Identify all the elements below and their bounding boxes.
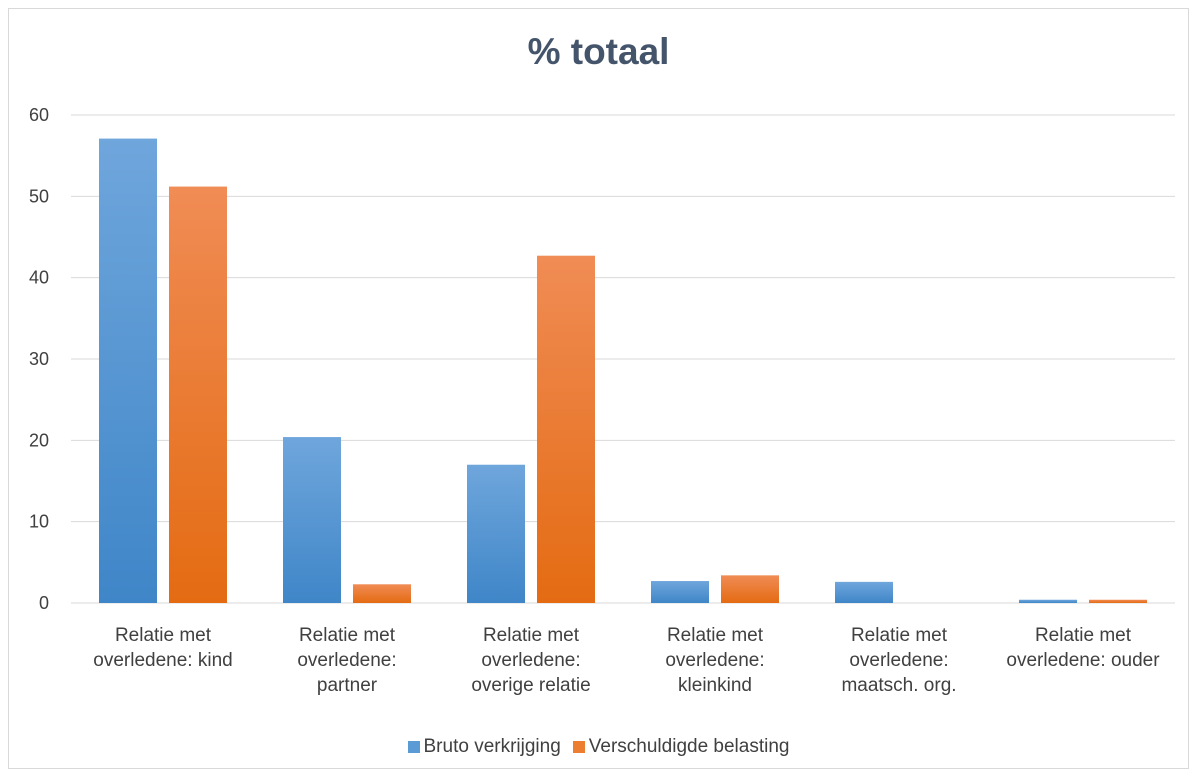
legend-swatch	[572, 741, 585, 753]
x-category-label-line: Relatie met	[483, 625, 580, 646]
x-category-label-line: overige relatie	[471, 675, 590, 696]
x-category-label-line: overledene:	[849, 650, 948, 671]
y-tick-label: 40	[29, 268, 49, 288]
x-category-label: Relatie met overledene: kleinkind	[665, 625, 764, 696]
y-tick-label: 50	[29, 186, 49, 206]
chart-frame: % totaal 0 10 20 30 40 50 60 Relatie met overled…	[8, 8, 1189, 769]
x-category-label-line: Relatie met	[667, 625, 764, 646]
bar-bruto-verkrijging	[651, 581, 709, 603]
bar-verschuldigde-belasting	[537, 255, 595, 603]
legend-swatch	[407, 741, 420, 753]
x-category-label-line: overledene: ouder	[1006, 650, 1160, 671]
legend-label: Bruto verkrijging	[423, 736, 561, 757]
bar-verschuldigde-belasting	[1089, 599, 1147, 603]
y-tick-label: 0	[39, 593, 49, 613]
bar-verschuldigde-belasting	[169, 186, 227, 603]
x-category-label-line: Relatie met	[299, 625, 396, 646]
y-tick-label: 20	[29, 430, 49, 450]
bar-bruto-verkrijging	[467, 464, 525, 603]
bar-bruto-verkrijging	[835, 581, 893, 603]
plot-area: 0 10 20 30 40 50 60 Relatie met overledene: kind…	[29, 105, 1175, 696]
bar-bruto-verkrijging	[99, 138, 157, 603]
bar-verschuldigde-belasting	[353, 584, 411, 603]
x-category-label-line: maatsch. org.	[841, 675, 956, 696]
legend: Bruto verkrijging Verschuldigde belasting	[9, 736, 1188, 758]
legend-item-bruto-verkrijging: Bruto verkrijging	[407, 736, 561, 758]
x-category-label: Relatie met overledene: kind	[93, 625, 232, 671]
x-category-label-line: overledene: kind	[93, 650, 232, 671]
x-category-label: Relatie met overledene: maatsch. org.	[841, 625, 956, 696]
x-category-label-line: Relatie met	[851, 625, 948, 646]
x-category-label: Relatie met overledene: partner	[297, 625, 396, 696]
x-category-label-line: kleinkind	[678, 675, 752, 696]
bar-bruto-verkrijging	[283, 437, 341, 603]
legend-item-verschuldigde-belasting: Verschuldigde belasting	[572, 736, 790, 758]
x-category-label-line: overledene:	[481, 650, 580, 671]
x-category-label: Relatie met overledene: ouder	[1006, 625, 1160, 671]
chart-title: % totaal	[527, 31, 670, 72]
x-category-label-line: overledene:	[297, 650, 396, 671]
x-category-label: Relatie met overledene: overige relatie	[471, 625, 590, 696]
bar-verschuldigde-belasting	[721, 575, 779, 603]
y-tick-label: 10	[29, 512, 49, 532]
legend-label: Verschuldigde belasting	[588, 736, 790, 757]
y-tick-label: 30	[29, 349, 49, 369]
bar-bruto-verkrijging	[1019, 599, 1077, 603]
x-category-label-line: Relatie met	[115, 625, 212, 646]
x-category-label-line: overledene:	[665, 650, 764, 671]
x-category-label-line: Relatie met	[1035, 625, 1132, 646]
x-category-label-line: partner	[317, 675, 378, 696]
y-tick-label: 60	[29, 105, 49, 125]
